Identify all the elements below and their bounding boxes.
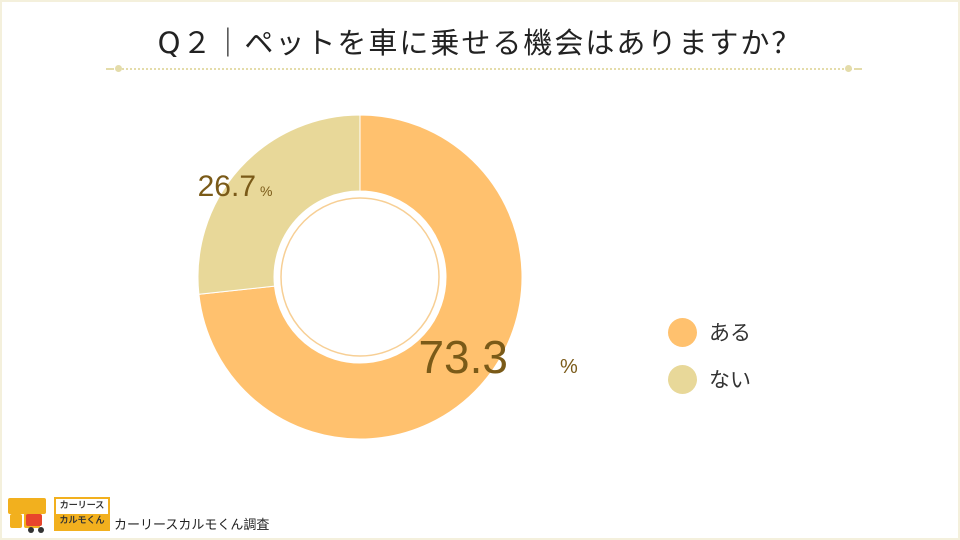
data-label-aru-value: 73.3 bbox=[418, 331, 508, 383]
logo-wordmark: カーリース カルモくん bbox=[54, 497, 110, 531]
donut-hole bbox=[283, 200, 437, 354]
data-label-nai: 26.7 % bbox=[198, 170, 273, 203]
car-icon bbox=[8, 498, 46, 533]
legend-item-nai: ない bbox=[668, 363, 751, 395]
legend-label-aru: ある bbox=[709, 321, 751, 345]
title-rule-end-right bbox=[854, 68, 862, 70]
legend-item-aru: ある bbox=[668, 316, 751, 348]
legend-swatch-nai bbox=[668, 364, 697, 394]
logo-text-bottom: カルモくん bbox=[56, 514, 108, 529]
legend-swatch-aru bbox=[668, 317, 697, 347]
data-label-nai-value: 26.7 bbox=[198, 170, 256, 203]
donut-inner-ring-line bbox=[280, 197, 440, 357]
logo-text-top: カーリース bbox=[59, 501, 105, 511]
donut-inner-ring bbox=[274, 191, 446, 363]
chart-title: Q２｜ペットを車に乗せる機会はありますか？ bbox=[157, 26, 803, 60]
title-rule-end-left bbox=[106, 68, 114, 70]
source-note: カーリースカルモくん調査 bbox=[114, 518, 270, 533]
data-label-nai-unit: % bbox=[260, 183, 272, 199]
data-label-aru-unit: % bbox=[560, 356, 578, 378]
data-label-aru: 73.3 % bbox=[418, 331, 578, 383]
title-rule bbox=[118, 68, 852, 70]
brand-logo: カーリース カルモくん bbox=[4, 492, 112, 536]
title-rule-dot-right bbox=[845, 65, 852, 72]
legend-label-nai: ない bbox=[709, 368, 751, 392]
